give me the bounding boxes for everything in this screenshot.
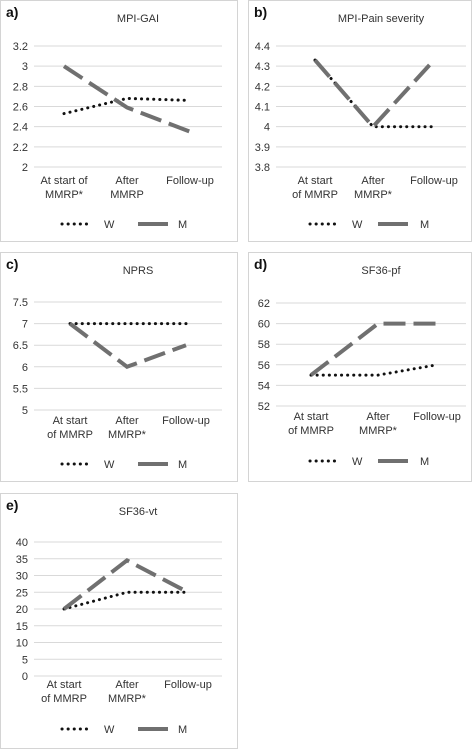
legend-label-m: M [178,724,187,736]
chart-panel: c) NPRS 7.5 7 6.5 6 5.5 5 At start of MMRP After MM… [0,252,238,482]
y-tick-label: 25 [16,587,28,599]
y-tick-label: 56 [258,360,270,372]
y-tick-label: 2 [22,162,28,174]
y-tick-label: 4.4 [255,41,270,53]
chart-title: SF36-vt [119,506,158,518]
y-tick-label: 15 [16,621,28,633]
y-tick-label: 5.5 [13,383,28,395]
panel-letter: a) [6,4,19,20]
x-tick-label: Follow-up [164,679,212,691]
chart-panel: a) MPI-GAI 3.2 3 2.8 2.6 2.4 2.2 2 At start of MMR… [0,0,238,242]
x-tick-label: After MMRP* [354,175,393,201]
legend-label-w: W [104,219,115,231]
legend-label-w: W [352,456,363,468]
x-tick-label: At start of MMRP [292,175,338,201]
y-tick-label: 35 [16,554,28,566]
y-tick-label: 3.2 [13,41,28,53]
y-tick-label: 2.6 [13,102,28,114]
chart-title: SF36-pf [361,265,401,277]
x-tick-label: At start of MMRP [41,679,87,705]
y-tick-label: 0 [22,671,28,683]
panel-frame [0,0,238,242]
x-tick-label: At start of MMRP [288,411,334,437]
panel-letter: b) [254,4,268,20]
chart-svg: NPRS 7.5 7 6.5 6 5.5 5 At start of MMRP After MMRP… [13,265,222,471]
y-tick-label: 4 [264,122,270,134]
series-line-m [62,558,189,611]
y-tick-label: 60 [258,319,270,331]
y-tick-label: 2.4 [13,122,28,134]
legend-label-w: W [352,219,363,231]
legend-label-w: W [104,459,115,471]
panel-letter: d) [254,256,268,272]
chart-title: MPI-Pain severity [338,13,425,25]
panel-frame [248,0,472,242]
x-tick-label: Follow-up [166,175,214,187]
y-tick-label: 52 [258,401,270,413]
y-tick-label: 3.8 [255,162,270,174]
y-tick-label: 4.2 [255,81,270,93]
chart-panel: d) SF36-pf 62 60 58 56 54 52 At start of MMRP Afte… [248,252,472,482]
y-tick-label: 6.5 [13,340,28,352]
series-line-w [313,58,436,129]
chart-panel: e) SF36-vt 40 35 30 25 20 15 10 5 0 At start of MMRP… [0,493,238,749]
y-tick-label: 54 [258,380,270,392]
panel-frame [0,252,238,482]
x-tick-label: At start of MMRP* [40,175,88,201]
y-tick-label: 2.2 [13,142,28,154]
x-tick-label: After MMRP [110,175,144,201]
y-tick-label: 4.1 [255,102,270,114]
chart-title: MPI-GAI [117,13,159,25]
series-line-m [313,58,436,130]
x-tick-label: After MMRP* [108,415,147,441]
panel-letter: e) [6,497,19,513]
x-tick-label: Follow-up [162,415,210,427]
series-line-w [62,590,190,611]
chart-title: NPRS [123,265,154,277]
legend-label-m: M [420,456,429,468]
panel-frame [0,493,238,749]
y-tick-label: 3.9 [255,142,270,154]
chart-svg: SF36-vt 40 35 30 25 20 15 10 5 0 At start of MMRP Af… [16,506,222,736]
panel-letter: c) [6,256,19,272]
y-tick-label: 7.5 [13,297,28,309]
y-tick-label: 10 [16,638,28,650]
y-tick-label: 6 [22,362,28,374]
x-tick-label: Follow-up [413,411,461,423]
y-tick-label: 30 [16,571,28,583]
chart-svg: SF36-pf 62 60 58 56 54 52 At start of MMRP After M… [258,265,466,468]
y-tick-label: 40 [16,537,28,549]
legend-label-m: M [178,219,187,231]
y-tick-label: 7 [22,319,28,331]
x-tick-label: At start of MMRP [47,415,93,441]
x-tick-label: After MMRP* [359,411,398,437]
chart-svg: MPI-GAI 3.2 3 2.8 2.6 2.4 2.2 2 At start of MMRP*… [13,13,222,231]
y-tick-label: 62 [258,298,270,310]
chart-svg: MPI-Pain severity 4.4 4.3 4.2 4.1 4 3.9 3.8 At s… [255,13,466,231]
y-tick-label: 5 [22,654,28,666]
legend-label-m: M [420,219,429,231]
y-tick-label: 2.8 [13,81,28,93]
series-line-m [68,322,187,370]
y-tick-label: 3 [22,61,28,73]
series-line-m [309,321,437,377]
chart-panel: b) MPI-Pain severity 4.4 4.3 4.2 4.1 4 3.9 3.8 At… [248,0,472,242]
y-tick-label: 4.3 [255,61,270,73]
series-line-w [309,363,439,377]
y-tick-label: 5 [22,405,28,417]
x-tick-label: Follow-up [410,175,458,187]
legend-label-w: W [104,724,115,736]
legend-label-m: M [178,459,187,471]
series-line-m [62,64,191,134]
y-tick-label: 58 [258,339,270,351]
x-tick-label: After MMRP* [108,679,147,705]
y-tick-label: 20 [16,604,28,616]
panel-frame [248,252,472,482]
